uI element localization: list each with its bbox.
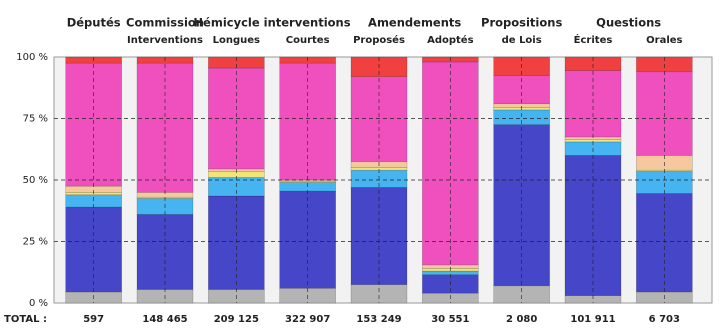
total-value: 209 125	[214, 314, 259, 325]
category-label: Proposés	[353, 34, 405, 46]
total-value: 6 703	[649, 314, 680, 325]
totals-label: TOTAL :	[4, 314, 47, 325]
category-label: Interventions	[127, 35, 203, 46]
y-tick-label: 75 %	[23, 114, 48, 125]
category-label: Écrites	[574, 33, 613, 46]
total-value: 101 911	[570, 314, 615, 325]
y-tick-label: 50 %	[23, 175, 48, 186]
group-label: Hémicycle interventions	[193, 16, 350, 30]
total-value: 2 080	[506, 314, 537, 325]
category-label: de Lois	[502, 35, 542, 46]
group-label: Amendements	[368, 16, 461, 30]
group-label: Commission	[126, 16, 204, 30]
bar-segment	[350, 284, 408, 304]
total-value: 30 551	[431, 314, 469, 325]
group-label: Questions	[596, 16, 661, 30]
y-tick-label: 100 %	[16, 52, 48, 63]
total-value: 322 907	[285, 314, 330, 325]
total-value: 153 249	[356, 314, 401, 325]
total-value: 597	[83, 314, 104, 325]
y-tick-label: 0 %	[29, 298, 48, 309]
y-tick-label: 25 %	[23, 237, 48, 248]
category-label: Orales	[646, 35, 682, 46]
category-label: Adoptés	[427, 34, 473, 46]
group-label: Députés	[67, 16, 121, 30]
total-value: 148 465	[142, 314, 187, 325]
category-label: Courtes	[286, 35, 330, 46]
category-label: Longues	[213, 35, 260, 46]
group-label: Propositions	[481, 16, 562, 30]
